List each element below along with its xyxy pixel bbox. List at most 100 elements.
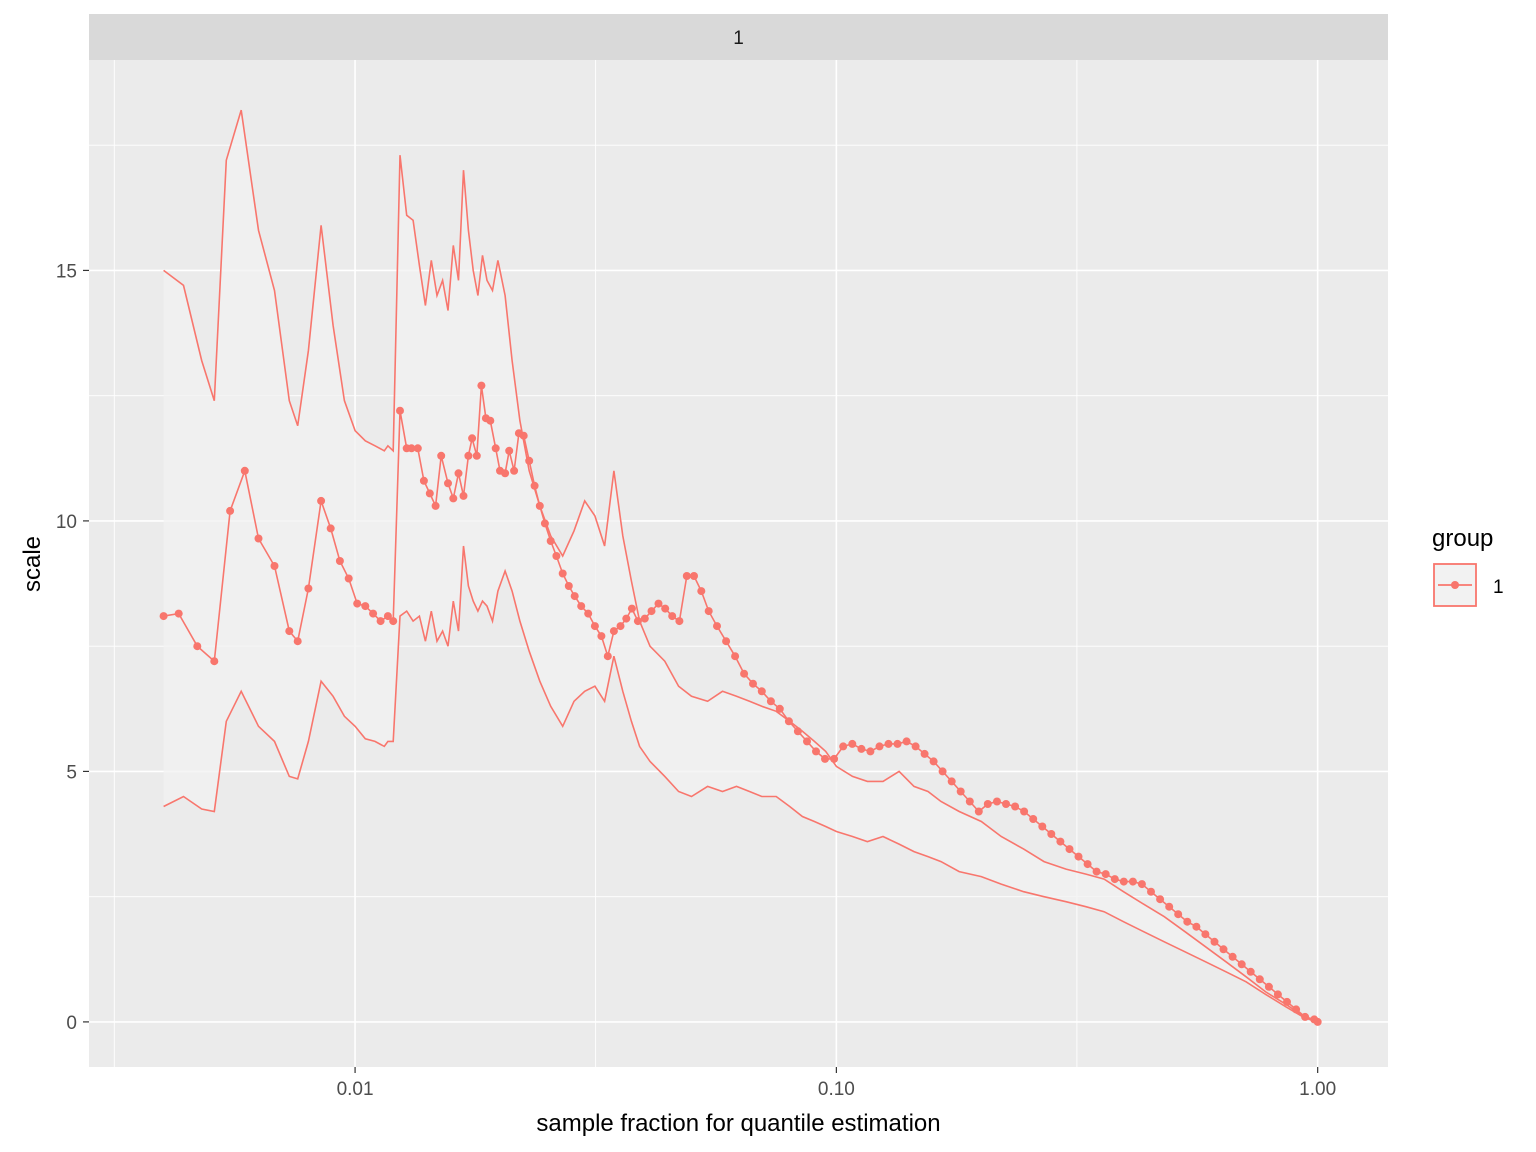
data-point <box>784 717 793 726</box>
data-point <box>389 617 398 626</box>
data-point <box>425 489 434 498</box>
series-points <box>159 381 1322 1026</box>
data-point <box>597 632 606 641</box>
data-point <box>1201 930 1210 939</box>
data-point <box>1147 887 1155 896</box>
data-point <box>519 431 528 440</box>
data-point <box>1002 800 1010 808</box>
data-point <box>540 519 549 528</box>
y-tick-label: 5 <box>66 762 77 783</box>
data-point <box>866 747 875 756</box>
data-point <box>884 739 893 748</box>
data-point <box>821 754 829 763</box>
data-point <box>1301 1012 1310 1021</box>
data-point <box>740 669 749 678</box>
confidence-ribbon <box>163 110 1318 1022</box>
data-point <box>1174 910 1183 919</box>
data-point <box>1313 1017 1322 1026</box>
data-point <box>704 607 713 616</box>
data-point <box>501 469 510 478</box>
data-point <box>1119 877 1128 886</box>
data-point <box>1065 845 1074 854</box>
legend-title: group <box>1432 525 1493 552</box>
upper-bound-line <box>163 109 1318 1023</box>
data-point <box>240 466 249 475</box>
data-point <box>459 491 468 500</box>
data-point <box>697 587 706 596</box>
data-point <box>491 444 500 453</box>
data-point <box>1264 982 1273 991</box>
y-axis-title: scale <box>19 536 46 592</box>
data-point <box>413 444 422 453</box>
data-point <box>254 534 263 543</box>
data-point <box>505 446 514 455</box>
x-tick-label: 0.10 <box>818 1079 855 1100</box>
data-point <box>974 807 983 816</box>
data-point <box>437 451 446 460</box>
data-point <box>766 697 775 706</box>
data-point <box>722 637 731 646</box>
data-point <box>564 582 573 590</box>
data-point <box>690 572 698 580</box>
data-point <box>1210 937 1219 946</box>
data-point <box>1047 830 1056 838</box>
data-point <box>848 739 857 748</box>
data-point <box>304 584 313 593</box>
data-point <box>1110 875 1119 884</box>
data-point <box>530 481 539 490</box>
data-point <box>803 737 811 746</box>
data-point <box>1083 860 1092 869</box>
data-point <box>668 612 677 621</box>
data-point <box>419 476 428 485</box>
data-point <box>647 607 656 616</box>
data-point <box>285 627 294 636</box>
data-point <box>920 749 929 758</box>
data-point <box>472 451 481 460</box>
data-point <box>353 599 362 608</box>
data-point <box>383 612 392 621</box>
data-point <box>361 602 370 611</box>
ribbon-area <box>163 110 1318 1022</box>
data-point <box>552 552 561 560</box>
data-point <box>477 381 486 390</box>
data-point <box>1074 852 1083 861</box>
data-point <box>793 727 802 736</box>
lower-bound-line <box>163 545 1318 1023</box>
data-point <box>627 604 636 613</box>
data-point <box>857 744 866 753</box>
data-point <box>344 574 353 583</box>
legend-entry-label: 1 <box>1493 577 1504 598</box>
data-point <box>775 704 784 713</box>
data-point <box>1246 967 1255 976</box>
data-point <box>983 800 992 808</box>
data-point <box>376 617 385 626</box>
data-point <box>590 622 599 631</box>
data-point <box>956 787 965 796</box>
data-point <box>1183 917 1192 926</box>
data-point <box>1011 802 1020 811</box>
data-point <box>546 537 555 545</box>
data-point <box>1192 922 1201 931</box>
data-point <box>407 444 416 453</box>
data-point <box>510 466 519 475</box>
data-point <box>812 747 820 756</box>
y-tick-label: 0 <box>66 1013 77 1034</box>
data-point <box>1029 815 1038 823</box>
data-point <box>947 777 956 786</box>
data-point <box>535 501 544 510</box>
data-point <box>1156 895 1165 904</box>
data-point <box>830 754 839 763</box>
data-point <box>1020 807 1029 816</box>
data-point <box>525 456 534 465</box>
data-point <box>1219 945 1228 954</box>
data-point <box>640 614 649 623</box>
data-point <box>731 652 740 661</box>
data-point <box>1228 952 1237 961</box>
data-point <box>1092 867 1101 876</box>
data-point <box>486 416 495 425</box>
data-point <box>454 469 463 478</box>
facet-strip-label: 1 <box>733 28 744 49</box>
x-tick-label: 0.01 <box>337 1079 374 1100</box>
data-point <box>1292 1005 1301 1014</box>
